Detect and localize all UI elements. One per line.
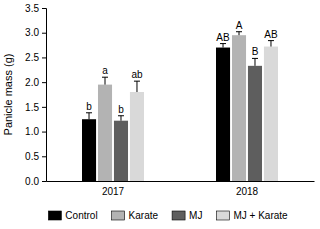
- y-tick-label: 3.0: [25, 27, 39, 38]
- legend-item: MJ + Karate: [216, 210, 288, 221]
- y-tick-mark: [42, 132, 46, 133]
- y-tick-label: 0.0: [25, 176, 39, 187]
- error-bar-cap: [102, 77, 108, 78]
- error-bar-cap: [220, 43, 226, 44]
- y-tick: 2.5: [25, 52, 46, 63]
- legend: Control Karate MJ MJ + Karate: [48, 210, 288, 221]
- error-bar-cap: [236, 31, 242, 32]
- legend-item: MJ: [172, 210, 202, 221]
- error-bar-stem: [239, 32, 240, 35]
- error-bar-cap: [134, 81, 140, 82]
- bar: [130, 92, 144, 181]
- error-bar: [86, 113, 92, 119]
- letter: B: [252, 46, 259, 57]
- letter: b: [86, 101, 92, 112]
- error-bar: [252, 58, 258, 65]
- x-tick-label: 2017: [102, 186, 125, 197]
- legend-swatch: [112, 211, 125, 220]
- error-bar: [268, 41, 274, 47]
- legend-label: MJ: [189, 210, 202, 221]
- y-tick-mark: [42, 107, 46, 108]
- error-bar-stem: [270, 41, 271, 47]
- error-bar-cap: [118, 115, 124, 116]
- letters: b AB a Ab Bab AB: [86, 20, 278, 115]
- error-bar-stem: [120, 116, 121, 121]
- y-tick-mark: [42, 181, 46, 182]
- y-tick-label: 3.5: [25, 3, 39, 14]
- y-tick: 1.0: [25, 126, 46, 137]
- letter: a: [102, 65, 108, 76]
- x-axis-line: [47, 181, 315, 182]
- error-bar-cap: [252, 58, 258, 59]
- bar: [82, 119, 96, 181]
- bar: [248, 66, 262, 181]
- y-tick-label: 0.5: [25, 151, 39, 162]
- x-tick: 2017: [102, 181, 125, 197]
- y-tick-mark: [42, 156, 46, 157]
- y-tick: 2.0: [25, 77, 46, 88]
- y-axis: 0.0 0.5 1.0 1.5 2.0 2.5 3.0 3.5: [25, 3, 46, 187]
- y-tick-label: 1.0: [25, 126, 39, 137]
- y-tick-label: 2.0: [25, 77, 39, 88]
- error-bar-stem: [254, 58, 255, 65]
- bar: [114, 121, 128, 181]
- error-bar: [220, 44, 226, 48]
- y-axis-line: [42, 9, 47, 182]
- bar: [264, 47, 278, 181]
- error-bar: [134, 81, 140, 92]
- y-tick-mark: [42, 57, 46, 58]
- chart: 0.0 0.5 1.0 1.5 2.0 2.5 3.0 3.5 2017 2018 b AB a Ab Ba…: [0, 0, 320, 229]
- letter: ab: [131, 69, 143, 80]
- y-tick: 0.0: [25, 176, 46, 187]
- error-bar-stem: [136, 81, 137, 92]
- error-bar: [236, 32, 242, 35]
- bars: [82, 32, 278, 181]
- y-tick-mark: [42, 8, 46, 9]
- error-bar-stem: [89, 113, 90, 119]
- letter: AB: [216, 32, 230, 43]
- bar: [232, 35, 246, 181]
- legend-label: MJ + Karate: [233, 210, 288, 221]
- legend-item: Karate: [112, 210, 159, 221]
- error-bar: [102, 77, 108, 84]
- y-tick-label: 1.5: [25, 102, 39, 113]
- y-tick: 3.5: [25, 3, 46, 14]
- y-tick: 0.5: [25, 151, 46, 162]
- bar: [98, 85, 112, 181]
- legend-swatch: [48, 211, 61, 220]
- plot: 0.0 0.5 1.0 1.5 2.0 2.5 3.0 3.5 2017 2018 b AB a Ab Ba…: [25, 3, 314, 197]
- y-axis-title: Panicle mass (g): [2, 54, 14, 136]
- y-tick: 3.0: [25, 27, 46, 38]
- y-tick-mark: [42, 33, 46, 34]
- y-tick-mark: [42, 82, 46, 83]
- letter: b: [118, 104, 124, 115]
- x-axis: 2017 2018: [47, 181, 315, 197]
- x-tick: 2018: [236, 181, 259, 197]
- legend-swatch: [216, 211, 229, 220]
- error-bar-stem: [223, 44, 224, 48]
- legend-swatch: [172, 211, 185, 220]
- error-bar-stem: [105, 77, 106, 84]
- y-tick-label: 2.5: [25, 52, 39, 63]
- legend-label: Control: [65, 210, 97, 221]
- error-bar-cap: [268, 40, 274, 41]
- letter: AB: [264, 29, 278, 40]
- letter: A: [236, 20, 243, 31]
- legend-item: Control: [48, 210, 97, 221]
- error-bar-cap: [86, 112, 92, 113]
- legend-label: Karate: [129, 210, 159, 221]
- error-bar: [118, 116, 124, 121]
- y-tick: 1.5: [25, 102, 46, 113]
- x-tick-label: 2018: [236, 186, 259, 197]
- bar: [216, 48, 230, 181]
